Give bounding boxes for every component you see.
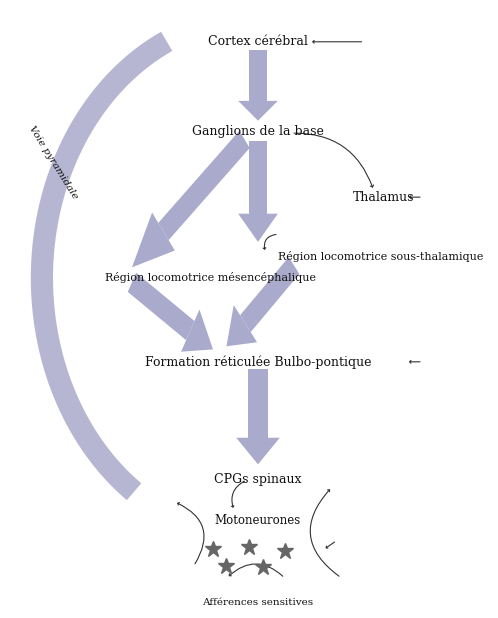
Text: CPGs spinaux: CPGs spinaux xyxy=(214,473,302,486)
Polygon shape xyxy=(132,213,175,268)
Text: Motoneurones: Motoneurones xyxy=(215,514,301,527)
Polygon shape xyxy=(249,50,267,101)
Polygon shape xyxy=(158,131,249,240)
Polygon shape xyxy=(227,305,257,346)
Polygon shape xyxy=(128,273,194,340)
Text: Région locomotrice mésencéphalique: Région locomotrice mésencéphalique xyxy=(105,273,316,284)
Text: Ganglions de la base: Ganglions de la base xyxy=(192,125,324,138)
Text: Afférences sensitives: Afférences sensitives xyxy=(203,598,314,607)
Polygon shape xyxy=(236,438,280,464)
Polygon shape xyxy=(240,257,299,332)
Text: Thalamus: Thalamus xyxy=(353,190,415,204)
Polygon shape xyxy=(238,214,278,242)
Polygon shape xyxy=(238,101,278,121)
Text: Cortex cérébral: Cortex cérébral xyxy=(208,35,308,48)
Text: Voie pyramidale: Voie pyramidale xyxy=(27,125,79,201)
Polygon shape xyxy=(249,141,267,214)
Polygon shape xyxy=(181,310,213,352)
Text: Région locomotrice sous-thalamique: Région locomotrice sous-thalamique xyxy=(278,251,483,261)
Polygon shape xyxy=(248,370,268,438)
Text: Formation réticulée Bulbo-pontique: Formation réticulée Bulbo-pontique xyxy=(145,355,371,368)
